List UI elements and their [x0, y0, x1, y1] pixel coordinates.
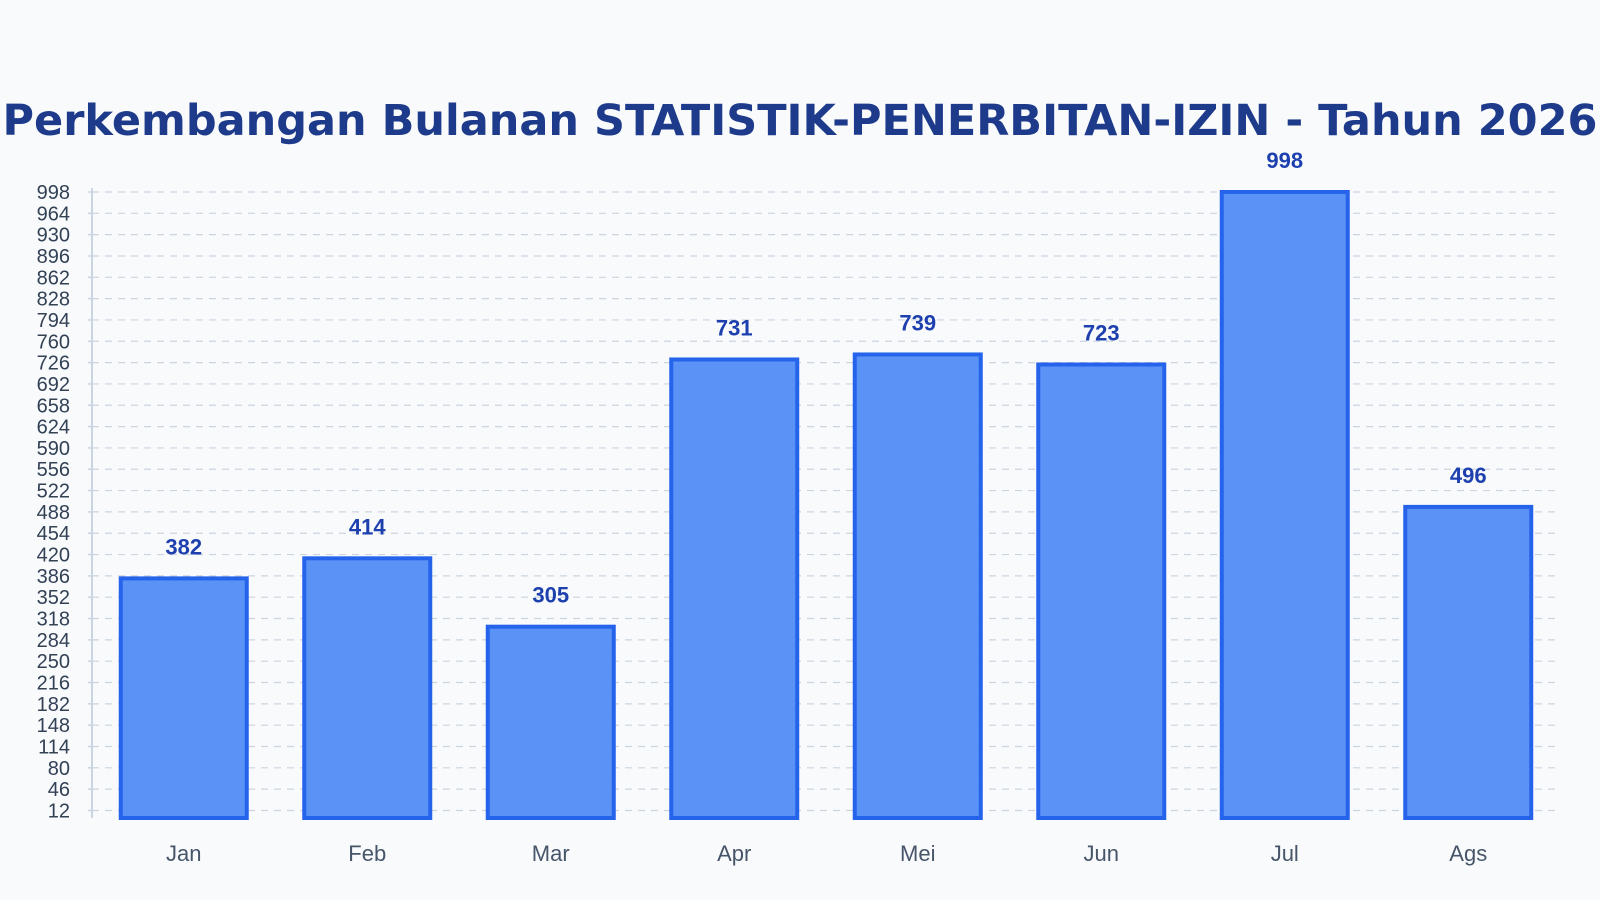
x-tick-label: Ags — [1449, 841, 1487, 866]
x-tick-label: Mar — [532, 841, 570, 866]
bars — [118, 190, 1534, 821]
y-tick-label: 794 — [37, 310, 70, 332]
y-tick-label: 522 — [37, 481, 70, 503]
x-tick-label: Feb — [348, 841, 386, 866]
y-tick-label: 46 — [48, 779, 70, 801]
y-axis-ticks: 1246801141481822162502843183523864204544… — [37, 182, 92, 822]
bar-value-labels: 382 414 305 731 739 723 998 496 — [165, 148, 1486, 608]
bar-value-label: 998 — [1266, 148, 1303, 173]
y-tick-label: 216 — [37, 673, 70, 695]
y-tick-label: 352 — [37, 587, 70, 609]
y-tick-label: 250 — [37, 651, 70, 673]
bar-jul — [1219, 190, 1350, 820]
y-tick-label: 896 — [37, 246, 70, 268]
chart-title: Perkembangan Bulanan STATISTIK-PENERBITA… — [2, 96, 1598, 146]
bar-value-label: 382 — [165, 534, 202, 559]
y-tick-label: 80 — [48, 758, 70, 780]
y-tick-label: 12 — [48, 800, 70, 822]
y-tick-label: 420 — [37, 545, 70, 567]
bar-value-label: 723 — [1083, 320, 1120, 345]
y-tick-label: 726 — [37, 353, 70, 375]
x-tick-label: Jan — [166, 841, 201, 866]
bar-value-label: 496 — [1450, 463, 1487, 488]
x-tick-label: Mei — [900, 841, 935, 866]
bar-ags — [1403, 504, 1534, 820]
y-tick-label: 148 — [37, 715, 70, 737]
x-axis-ticks: Jan Feb Mar Apr Mei Jun Jul Ags — [166, 841, 1487, 866]
y-tick-label: 692 — [37, 374, 70, 396]
y-tick-label: 454 — [37, 523, 70, 545]
bar-mar — [485, 624, 616, 820]
y-tick-label: 828 — [37, 289, 70, 311]
y-tick-label: 386 — [37, 566, 70, 588]
y-tick-label: 930 — [37, 225, 70, 247]
y-tick-label: 284 — [37, 630, 70, 652]
bar-jun — [1036, 362, 1167, 820]
y-tick-label: 624 — [37, 417, 70, 439]
bar-value-label: 414 — [349, 514, 386, 539]
y-tick-label: 998 — [37, 182, 70, 204]
y-tick-label: 862 — [37, 267, 70, 289]
x-tick-label: Jun — [1084, 841, 1119, 866]
y-tick-label: 590 — [37, 438, 70, 460]
x-tick-label: Jul — [1271, 841, 1299, 866]
x-tick-label: Apr — [717, 841, 751, 866]
bar-value-label: 739 — [899, 310, 936, 335]
bar-jan — [118, 576, 249, 821]
y-tick-label: 760 — [37, 331, 70, 353]
y-tick-label: 964 — [37, 203, 70, 225]
bar-mei — [852, 352, 983, 820]
y-tick-label: 556 — [37, 459, 70, 481]
y-tick-label: 318 — [37, 609, 70, 631]
y-tick-label: 658 — [37, 395, 70, 417]
bar-apr — [669, 357, 800, 820]
bar-value-label: 731 — [716, 315, 753, 340]
y-tick-label: 114 — [38, 736, 70, 758]
y-tick-label: 488 — [37, 502, 70, 524]
bar-feb — [302, 556, 433, 821]
y-tick-label: 182 — [37, 694, 70, 716]
bar-value-label: 305 — [532, 583, 569, 608]
